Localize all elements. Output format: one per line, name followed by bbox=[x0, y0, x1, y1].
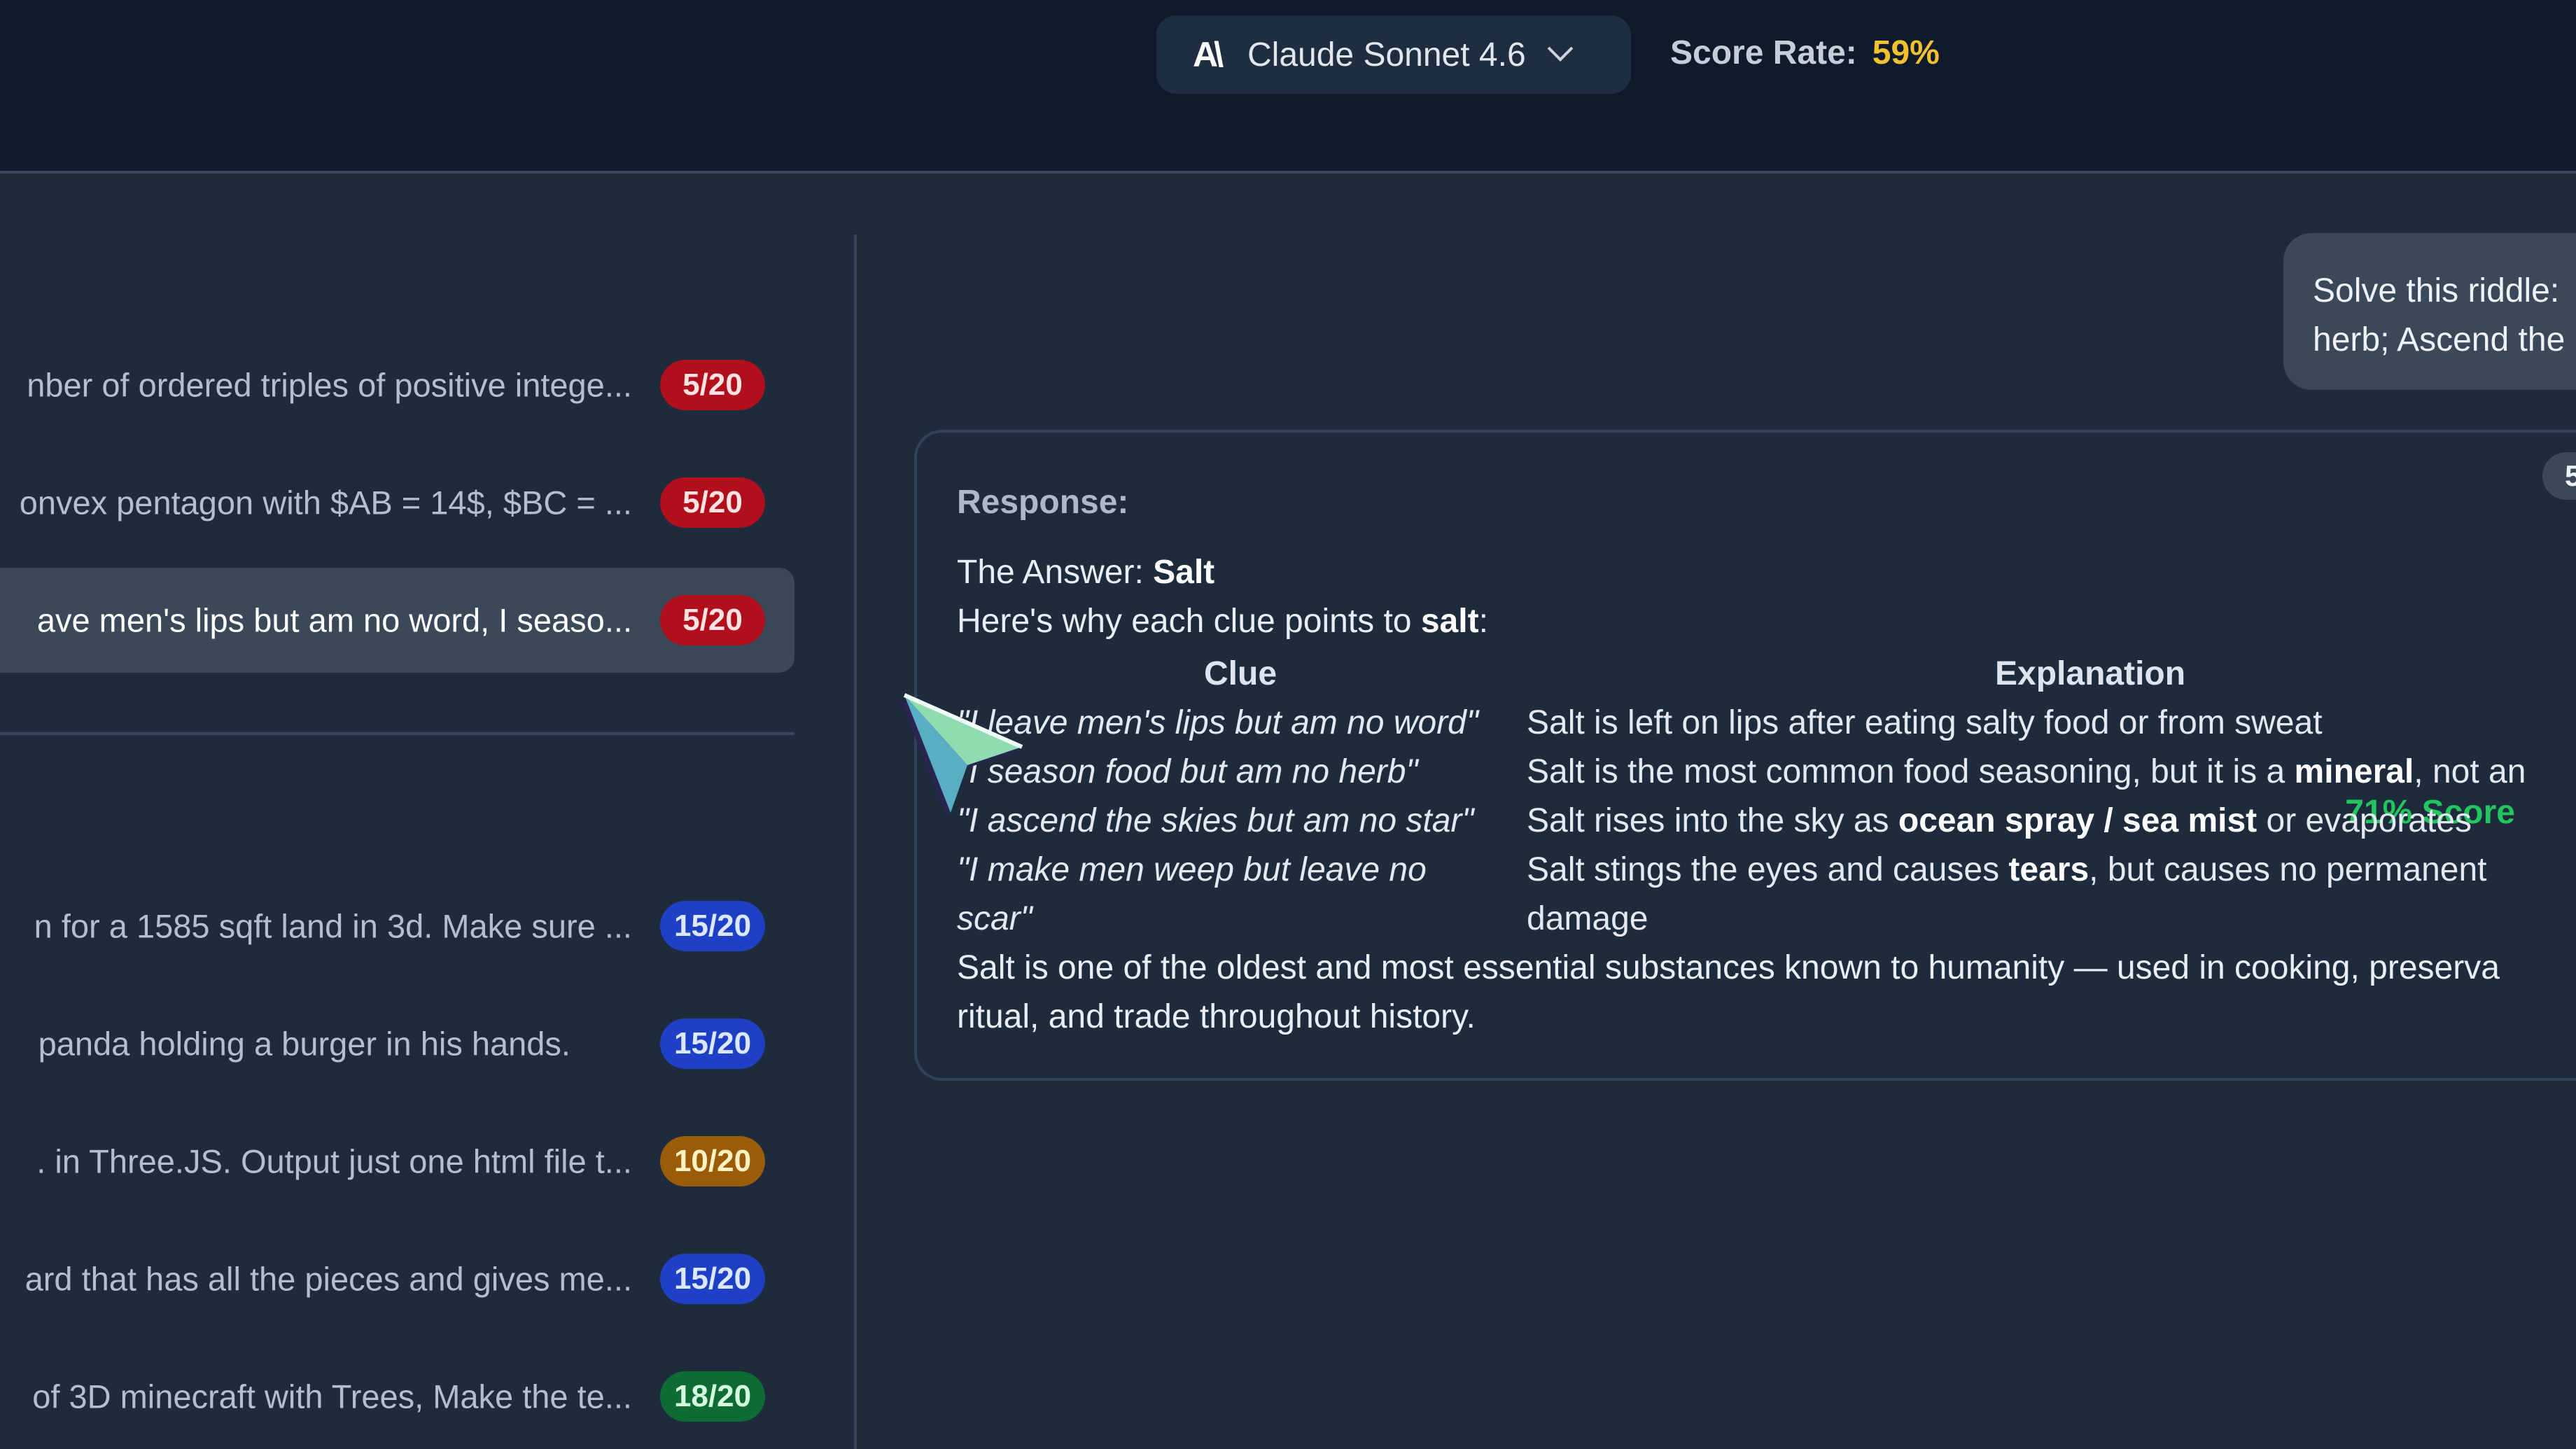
score-badge: 5/20 bbox=[660, 477, 765, 528]
group-divider bbox=[0, 732, 794, 735]
why-suffix: : bbox=[1478, 603, 1488, 640]
explanation-cell: Salt stings the eyes and causes tears, b… bbox=[1527, 850, 2487, 889]
clue-cell-continued: scar" bbox=[957, 900, 1032, 937]
explanation-cell: Salt rises into the sky as ocean spray /… bbox=[1527, 802, 2472, 840]
why-line: Here's why each clue points to salt: bbox=[957, 602, 1488, 640]
expl-text: , but causes no permanent bbox=[2089, 851, 2487, 888]
sidebar-divider bbox=[854, 234, 857, 1449]
model-selector-dropdown[interactable]: A\ Claude Sonnet 4.6 bbox=[1156, 15, 1631, 94]
score-badge: 5/20 bbox=[660, 360, 765, 410]
table-header-clue: Clue bbox=[1204, 655, 1278, 692]
score-rate: Score Rate: 59% bbox=[1670, 34, 1940, 72]
prompt-list-item[interactable]: ard that has all the pieces and gives me… bbox=[0, 1226, 794, 1331]
clue-cell: "I leave men's lips but am no word" bbox=[957, 704, 1478, 741]
prompt-line: herb; Ascend the bbox=[2313, 321, 2566, 358]
score-rate-label: Score Rate: bbox=[1670, 34, 1857, 71]
expl-text: Salt rises into the sky as bbox=[1527, 802, 1898, 839]
prompt-preview: . in Three.JS. Output just one html file… bbox=[36, 1142, 632, 1180]
prompt-preview: ard that has all the pieces and gives me… bbox=[24, 1260, 632, 1298]
clue-cell: "I ascend the skies but am no star" bbox=[957, 802, 1474, 839]
prompt-preview: onvex pentagon with $AB = 14$, $BC = ... bbox=[19, 484, 632, 522]
score-badge: 10/20 bbox=[660, 1136, 765, 1186]
prompt-list-item[interactable]: n for a 1585 sqft land in 3d. Make sure … bbox=[0, 874, 794, 979]
prompt-list-item[interactable]: of 3D minecraft with Trees, Make the te.… bbox=[0, 1344, 794, 1449]
user-prompt-bubble: Solve this riddle: herb; Ascend the bbox=[2283, 233, 2576, 390]
group-score-header: 71% Score bbox=[2345, 794, 2515, 831]
expl-text: Salt is left on lips after eating salty … bbox=[1527, 704, 2323, 741]
answer-prefix: The Answer: bbox=[957, 554, 1154, 591]
response-label: Response: bbox=[957, 484, 1129, 521]
top-header: A\ Claude Sonnet 4.6 Score Rate: 59% bbox=[0, 0, 2576, 174]
prompt-list-item[interactable]: nber of ordered triples of positive inte… bbox=[0, 332, 794, 438]
expl-text: Salt is the most common food seasoning, … bbox=[1527, 753, 2295, 790]
clue-cell: "I make men weep but leave no bbox=[957, 851, 1427, 888]
prompt-preview: n for a 1585 sqft land in 3d. Make sure … bbox=[34, 907, 632, 945]
prompt-list-item[interactable]: onvex pentagon with $AB = 14$, $BC = ...… bbox=[0, 450, 794, 555]
prompt-preview: nber of ordered triples of positive inte… bbox=[27, 366, 632, 404]
expl-bold: mineral bbox=[2294, 753, 2414, 790]
answer-value: Salt bbox=[1153, 554, 1215, 591]
score-badge: 18/20 bbox=[660, 1371, 765, 1422]
expl-text: , not an bbox=[2414, 753, 2526, 790]
count-pill: 5 bbox=[2542, 452, 2576, 500]
why-prefix: Here's why each clue points to bbox=[957, 603, 1421, 640]
chevron-down-icon bbox=[1547, 36, 1574, 62]
why-bold: salt bbox=[1420, 603, 1479, 640]
closing-line: ritual, and trade throughout history. bbox=[957, 998, 1476, 1035]
prompt-list-item[interactable]: panda holding a burger in his hands. 15/… bbox=[0, 991, 794, 1096]
expl-text: or evaporates bbox=[2257, 802, 2472, 839]
prompt-preview: ave men's lips but am no word, I seaso..… bbox=[36, 601, 632, 639]
clue-cell: "I season food but am no herb" bbox=[957, 753, 1418, 790]
prompt-list-item-selected[interactable]: ave men's lips but am no word, I seaso..… bbox=[0, 568, 794, 673]
score-badge: 15/20 bbox=[660, 1018, 765, 1069]
prompt-preview: of 3D minecraft with Trees, Make the te.… bbox=[32, 1378, 632, 1415]
explanation-cell: Salt is left on lips after eating salty … bbox=[1527, 704, 2323, 742]
score-badge: 15/20 bbox=[660, 1254, 765, 1304]
score-badge: 5/20 bbox=[660, 595, 765, 645]
closing-line: Salt is one of the oldest and most essen… bbox=[957, 949, 2500, 986]
answer-line: The Answer: Salt bbox=[957, 553, 1214, 592]
expl-bold: ocean spray / sea mist bbox=[1898, 802, 2258, 839]
explanation-cell-continued: damage bbox=[1527, 900, 1648, 937]
expl-text: Salt stings the eyes and causes bbox=[1527, 851, 2009, 888]
model-name: Claude Sonnet 4.6 bbox=[1247, 36, 1526, 74]
expl-bold: tears bbox=[2008, 851, 2090, 888]
score-badge: 15/20 bbox=[660, 901, 765, 951]
score-rate-value: 59% bbox=[1872, 34, 1940, 71]
prompt-list-item[interactable]: . in Three.JS. Output just one html file… bbox=[0, 1109, 794, 1214]
prompt-preview: panda holding a burger in his hands. bbox=[38, 1025, 570, 1063]
explanation-cell: Salt is the most common food seasoning, … bbox=[1527, 752, 2526, 791]
anthropic-logo-icon: A\ bbox=[1193, 35, 1224, 74]
table-header-explanation: Explanation bbox=[1995, 655, 2186, 692]
prompt-line: Solve this riddle: bbox=[2313, 272, 2560, 309]
